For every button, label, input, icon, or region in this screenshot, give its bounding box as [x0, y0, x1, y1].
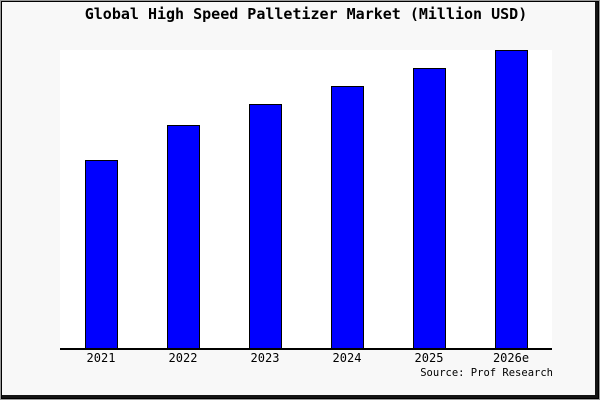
- source-credit: Source: Prof Research: [420, 367, 553, 379]
- bar-2025: [412, 67, 446, 348]
- bar-2024: [330, 85, 364, 348]
- bar-2021: [84, 160, 118, 348]
- x-tick-label-2026e: 2026e: [492, 351, 530, 365]
- x-tick-label-2023: 2023: [250, 351, 280, 365]
- chart-title: Global High Speed Palletizer Market (Mil…: [84, 5, 528, 23]
- bar-2026e: [494, 50, 528, 348]
- x-tick-label-2021: 2021: [86, 351, 116, 365]
- bar-2022: [166, 124, 200, 348]
- x-tick-label-2024: 2024: [332, 351, 362, 365]
- plot-area: [60, 50, 552, 350]
- x-tick-label-2025: 2025: [414, 351, 444, 365]
- bar-2023: [248, 103, 282, 348]
- x-tick-label-2022: 2022: [168, 351, 198, 365]
